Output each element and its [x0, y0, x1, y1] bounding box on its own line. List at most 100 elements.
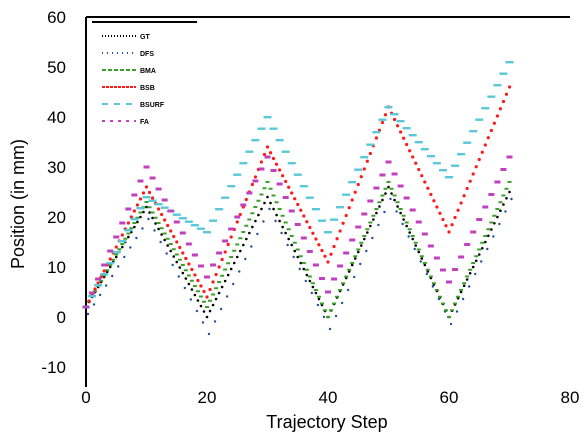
data-point	[205, 315, 209, 319]
data-point	[269, 127, 278, 130]
data-point	[365, 228, 370, 231]
data-point	[346, 288, 350, 292]
data-point	[325, 290, 331, 294]
data-point	[451, 164, 460, 167]
data-point	[501, 99, 506, 104]
data-point	[395, 124, 400, 128]
data-point	[238, 249, 242, 253]
data-point	[111, 274, 114, 278]
data-point	[290, 243, 294, 247]
data-point	[141, 227, 144, 230]
data-point	[347, 268, 352, 271]
data-point	[274, 219, 277, 223]
data-point	[447, 230, 451, 234]
data-point	[377, 223, 380, 227]
data-point	[148, 211, 151, 214]
data-point	[179, 231, 186, 235]
data-point	[293, 197, 297, 201]
data-point	[282, 196, 289, 199]
data-point	[398, 208, 403, 210]
data-point	[265, 181, 270, 183]
data-point	[336, 206, 345, 209]
data-point	[178, 266, 182, 269]
data-point	[100, 273, 109, 276]
data-point	[304, 279, 307, 283]
data-point	[500, 168, 507, 171]
data-point	[299, 261, 303, 265]
data-point	[217, 281, 222, 283]
data-point	[189, 298, 193, 301]
data-point	[209, 219, 218, 222]
x-tick-label: 80	[561, 388, 580, 407]
data-point	[387, 185, 390, 189]
data-point	[307, 275, 312, 278]
data-point	[464, 243, 471, 246]
data-point	[144, 201, 149, 203]
data-point	[411, 155, 415, 159]
data-point	[141, 191, 146, 195]
data-point	[171, 263, 174, 267]
data-point	[234, 215, 241, 219]
data-point	[105, 270, 109, 274]
data-point	[459, 289, 464, 291]
data-point	[495, 114, 499, 118]
data-point	[417, 167, 421, 172]
data-point	[143, 165, 150, 169]
data-point	[470, 230, 477, 234]
data-point	[112, 251, 121, 254]
data-point	[102, 269, 106, 273]
data-point	[347, 206, 351, 210]
data-point	[220, 274, 225, 277]
data-point	[262, 152, 267, 157]
data-point	[160, 206, 169, 209]
data-point	[202, 289, 206, 294]
data-point	[214, 287, 219, 290]
data-point	[332, 302, 337, 305]
data-point	[507, 181, 512, 183]
data-point	[168, 243, 173, 245]
data-point	[228, 227, 235, 231]
data-point	[317, 297, 321, 301]
data-point	[354, 168, 363, 171]
data-point	[359, 244, 363, 247]
data-point	[313, 289, 318, 291]
x-axis-title: Trajectory Step	[266, 412, 387, 432]
data-point	[334, 314, 338, 318]
data-point	[202, 310, 206, 313]
data-point	[510, 197, 513, 201]
data-point	[420, 174, 424, 178]
y-tick-label: 40	[47, 108, 66, 127]
data-point	[343, 251, 350, 255]
data-point	[223, 268, 228, 271]
data-point	[93, 287, 97, 291]
data-point	[437, 297, 441, 301]
data-point	[186, 274, 191, 277]
data-point	[390, 192, 393, 195]
data-point	[268, 151, 273, 155]
data-point	[362, 235, 367, 237]
data-point	[114, 255, 118, 259]
data-point	[393, 198, 396, 202]
data-point	[477, 248, 482, 251]
data-point	[264, 155, 271, 159]
data-point	[262, 220, 265, 223]
data-point	[172, 255, 176, 258]
data-point	[166, 223, 170, 228]
data-point	[139, 215, 142, 219]
data-point	[258, 167, 265, 171]
data-point	[317, 219, 326, 222]
data-point	[474, 259, 478, 263]
data-point	[501, 194, 506, 197]
data-point	[162, 232, 167, 235]
data-point	[298, 267, 301, 271]
data-point	[471, 262, 476, 264]
data-point	[241, 231, 246, 233]
data-point	[377, 201, 382, 204]
data-point	[462, 284, 466, 288]
data-point	[244, 197, 248, 202]
axes	[85, 16, 570, 387]
data-point	[383, 187, 388, 190]
data-point	[177, 258, 182, 261]
data-point	[192, 285, 197, 287]
data-point	[427, 244, 434, 248]
